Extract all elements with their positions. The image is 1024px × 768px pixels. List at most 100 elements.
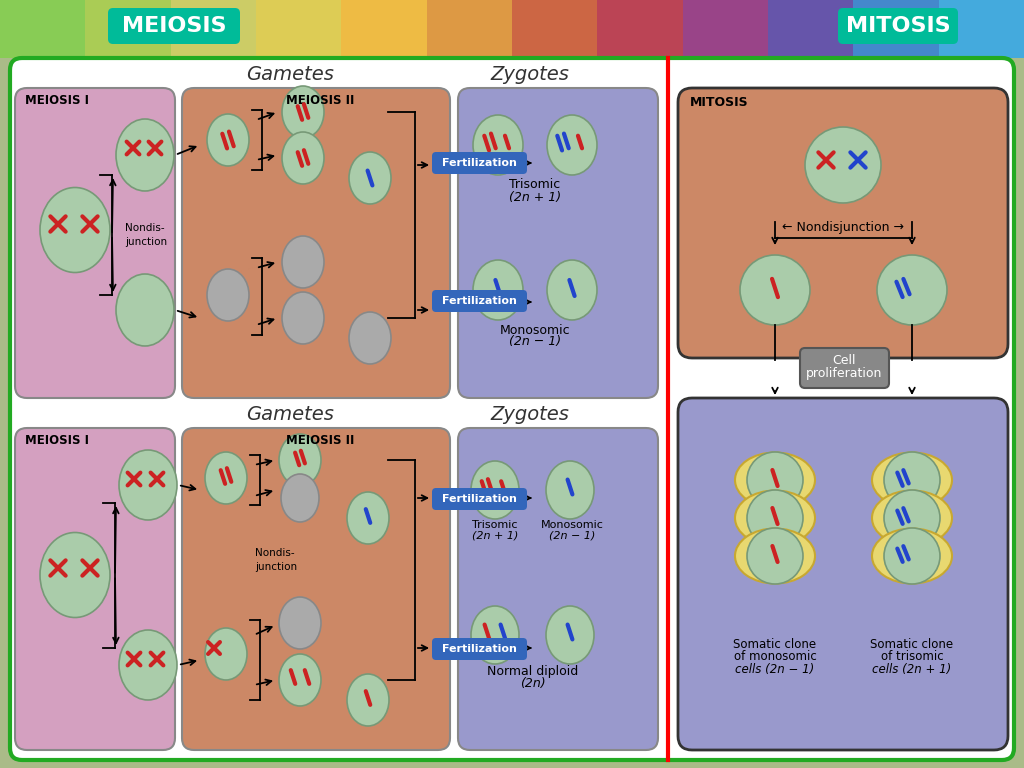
Ellipse shape bbox=[471, 606, 519, 664]
Ellipse shape bbox=[119, 450, 177, 520]
Text: Monosomic: Monosomic bbox=[500, 323, 570, 336]
Text: MEIOSIS II: MEIOSIS II bbox=[286, 94, 354, 107]
Circle shape bbox=[746, 452, 803, 508]
Bar bbox=[0, 0, 86, 58]
Text: MEIOSIS I: MEIOSIS I bbox=[25, 433, 89, 446]
Ellipse shape bbox=[349, 312, 391, 364]
Text: Fertilization: Fertilization bbox=[441, 494, 516, 504]
Ellipse shape bbox=[40, 187, 110, 273]
FancyBboxPatch shape bbox=[432, 638, 527, 660]
Ellipse shape bbox=[282, 86, 324, 138]
FancyBboxPatch shape bbox=[15, 88, 175, 398]
Text: Monosomic: Monosomic bbox=[541, 520, 603, 530]
Ellipse shape bbox=[116, 119, 174, 191]
Bar bbox=[939, 0, 1024, 58]
Ellipse shape bbox=[279, 597, 321, 649]
FancyBboxPatch shape bbox=[432, 290, 527, 312]
Ellipse shape bbox=[205, 628, 247, 680]
FancyBboxPatch shape bbox=[458, 88, 658, 398]
Text: Cell: Cell bbox=[833, 353, 856, 366]
Circle shape bbox=[877, 255, 947, 325]
Text: (2n + 1): (2n + 1) bbox=[509, 190, 561, 204]
Ellipse shape bbox=[205, 452, 247, 504]
Ellipse shape bbox=[473, 260, 523, 320]
Text: Normal diploid: Normal diploid bbox=[487, 666, 579, 678]
Bar bbox=[768, 0, 854, 58]
Ellipse shape bbox=[872, 491, 952, 545]
FancyBboxPatch shape bbox=[678, 88, 1008, 358]
Text: Gametes: Gametes bbox=[246, 65, 334, 84]
FancyBboxPatch shape bbox=[800, 348, 889, 388]
Text: (2n − 1): (2n − 1) bbox=[549, 531, 595, 541]
FancyBboxPatch shape bbox=[678, 398, 1008, 750]
Ellipse shape bbox=[546, 606, 594, 664]
Ellipse shape bbox=[40, 532, 110, 617]
Ellipse shape bbox=[735, 452, 815, 508]
Ellipse shape bbox=[547, 115, 597, 175]
Ellipse shape bbox=[282, 132, 324, 184]
Bar bbox=[341, 0, 428, 58]
Text: (2n − 1): (2n − 1) bbox=[509, 336, 561, 349]
Text: junction: junction bbox=[255, 562, 297, 572]
Text: MITOSIS: MITOSIS bbox=[846, 16, 950, 36]
FancyBboxPatch shape bbox=[10, 58, 1014, 760]
Circle shape bbox=[884, 490, 940, 546]
Text: MEIOSIS: MEIOSIS bbox=[122, 16, 226, 36]
Text: Nondis-: Nondis- bbox=[255, 548, 295, 558]
Ellipse shape bbox=[281, 474, 319, 522]
Text: cells (2n − 1): cells (2n − 1) bbox=[735, 664, 815, 677]
Text: proliferation: proliferation bbox=[806, 368, 883, 380]
FancyBboxPatch shape bbox=[458, 428, 658, 750]
Ellipse shape bbox=[119, 630, 177, 700]
Circle shape bbox=[746, 490, 803, 546]
Ellipse shape bbox=[207, 269, 249, 321]
Ellipse shape bbox=[349, 152, 391, 204]
Text: Somatic clone: Somatic clone bbox=[870, 638, 953, 651]
Text: Nondis-: Nondis- bbox=[125, 223, 165, 233]
Ellipse shape bbox=[735, 491, 815, 545]
Ellipse shape bbox=[547, 260, 597, 320]
Text: Fertilization: Fertilization bbox=[441, 158, 516, 168]
FancyBboxPatch shape bbox=[182, 88, 450, 398]
Text: Gametes: Gametes bbox=[246, 406, 334, 425]
Text: (2n): (2n) bbox=[520, 677, 546, 690]
Ellipse shape bbox=[735, 528, 815, 584]
Bar bbox=[683, 0, 769, 58]
Text: MEIOSIS I: MEIOSIS I bbox=[25, 94, 89, 107]
Bar bbox=[85, 0, 172, 58]
Text: Fertilization: Fertilization bbox=[441, 296, 516, 306]
Text: MEIOSIS II: MEIOSIS II bbox=[286, 433, 354, 446]
Text: Fertilization: Fertilization bbox=[441, 644, 516, 654]
Ellipse shape bbox=[282, 292, 324, 344]
FancyBboxPatch shape bbox=[108, 8, 240, 44]
Ellipse shape bbox=[473, 115, 523, 175]
Ellipse shape bbox=[347, 492, 389, 544]
Ellipse shape bbox=[471, 461, 519, 519]
Text: Trisomic: Trisomic bbox=[509, 178, 560, 191]
Ellipse shape bbox=[872, 452, 952, 508]
FancyBboxPatch shape bbox=[182, 428, 450, 750]
Circle shape bbox=[884, 452, 940, 508]
Circle shape bbox=[746, 528, 803, 584]
Text: cells (2n + 1): cells (2n + 1) bbox=[872, 664, 951, 677]
Bar bbox=[256, 0, 342, 58]
Ellipse shape bbox=[279, 434, 321, 486]
Bar bbox=[853, 0, 940, 58]
FancyBboxPatch shape bbox=[15, 428, 175, 750]
Ellipse shape bbox=[279, 654, 321, 706]
Text: ← Nondisjunction →: ← Nondisjunction → bbox=[782, 221, 904, 234]
FancyBboxPatch shape bbox=[432, 488, 527, 510]
Bar bbox=[171, 0, 257, 58]
Ellipse shape bbox=[347, 674, 389, 726]
Text: of trisomic: of trisomic bbox=[881, 650, 943, 664]
Ellipse shape bbox=[207, 114, 249, 166]
Text: Somatic clone: Somatic clone bbox=[733, 638, 816, 651]
Text: Zygotes: Zygotes bbox=[490, 65, 569, 84]
Text: Zygotes: Zygotes bbox=[490, 406, 569, 425]
FancyBboxPatch shape bbox=[432, 152, 527, 174]
Bar bbox=[512, 0, 598, 58]
Circle shape bbox=[884, 528, 940, 584]
Bar bbox=[597, 0, 684, 58]
Ellipse shape bbox=[282, 236, 324, 288]
Text: junction: junction bbox=[125, 237, 167, 247]
